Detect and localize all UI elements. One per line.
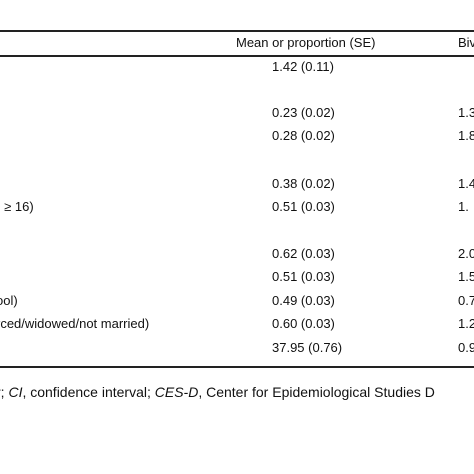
row-mean: 0.28 (0.02) [272,128,335,143]
row-mean: 37.95 (0.76) [272,340,343,355]
row-mean: 0.51 (0.03) [272,269,335,284]
row-biv: 1. [458,199,469,214]
row-label: • ≥ 16) [0,199,34,214]
table-row: • ≥ 16) 0.51 (0.03) 1. [0,199,474,221]
row-mean: 0.23 (0.02) [272,105,335,120]
row-biv: 1.2 [458,316,474,331]
footnote-text: , confidence interval; [22,384,155,400]
row-label: rced/widowed/not married) [0,316,150,331]
row-mean: 0.51 (0.03) [272,199,335,214]
row-biv: 0.7 [458,293,474,308]
table-row: 0.62 (0.03) 2.0 [0,246,474,268]
row-biv: 1.4 [458,176,474,191]
footnote-text: r; [0,384,5,400]
footnote-cesd-abbr: CES-D [154,384,199,400]
table-row: 37.95 (0.76) 0.9 [0,340,474,362]
table-row: 0.51 (0.03) 1.5 [0,269,474,291]
row-mean: 0.60 (0.03) [272,316,335,331]
table-header-rule [0,55,474,57]
header-mean-proportion: Mean or proportion (SE) [236,35,376,50]
table-row: rced/widowed/not married) 0.60 (0.03) 1.… [0,316,474,338]
table-top-rule [0,30,474,32]
row-biv: 1.5 [458,269,474,284]
row-mean: 0.49 (0.03) [272,293,335,308]
row-biv: 1.3 [458,105,474,120]
row-mean: 0.62 (0.03) [272,246,335,261]
row-biv: 2.0 [458,246,474,261]
row-label: ool) [0,293,18,308]
table-row: - 0.38 (0.02) 1.4 [0,176,474,198]
row-biv: 0.9 [458,340,474,355]
table-row: 1.42 (0.11) [0,59,474,81]
table-row: ool) 0.49 (0.03) 0.7 [0,293,474,315]
header-bivariate: Biv [458,35,474,50]
table-bottom-rule [0,366,474,368]
row-mean: 0.38 (0.02) [272,176,335,191]
table-row: 0.23 (0.02) 1.3 [0,105,474,127]
table-footnote: r; CI, confidence interval; CES-D, Cente… [0,383,435,401]
row-mean: 1.42 (0.11) [272,59,334,74]
footnote-ci-abbr: CI [8,384,23,400]
footnote-text: , Center for Epidemiological Studies D [198,384,435,400]
row-biv: 1.8 [458,128,474,143]
table-row: 0.28 (0.02) 1.8 [0,128,474,150]
